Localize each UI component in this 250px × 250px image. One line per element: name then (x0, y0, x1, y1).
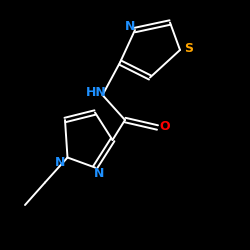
Text: N: N (125, 20, 135, 33)
Text: S: S (184, 42, 193, 54)
Text: N: N (55, 156, 65, 170)
Text: O: O (160, 120, 170, 133)
Text: N: N (94, 167, 105, 180)
Text: HN: HN (86, 86, 106, 98)
